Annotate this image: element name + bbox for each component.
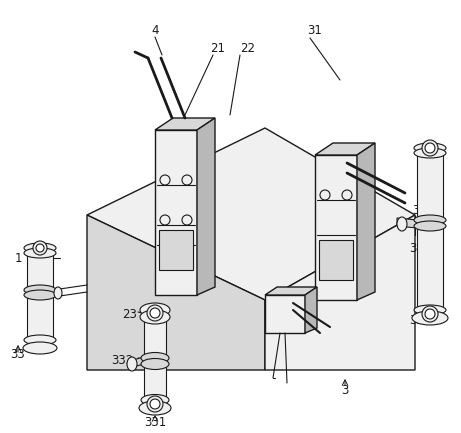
- Ellipse shape: [139, 401, 171, 415]
- Text: 3: 3: [341, 384, 349, 397]
- Circle shape: [150, 399, 160, 409]
- Circle shape: [182, 215, 192, 225]
- Text: 2: 2: [356, 188, 364, 201]
- Circle shape: [342, 190, 352, 200]
- Ellipse shape: [54, 287, 62, 299]
- Ellipse shape: [24, 285, 56, 295]
- Polygon shape: [305, 287, 317, 333]
- Circle shape: [147, 396, 163, 412]
- Polygon shape: [159, 230, 193, 270]
- Circle shape: [422, 306, 438, 322]
- Ellipse shape: [414, 143, 446, 153]
- Text: 31: 31: [307, 23, 322, 36]
- Polygon shape: [129, 357, 144, 368]
- Circle shape: [36, 244, 44, 252]
- Ellipse shape: [140, 303, 170, 317]
- Circle shape: [147, 305, 163, 321]
- Circle shape: [182, 175, 192, 185]
- Text: 1: 1: [14, 252, 22, 265]
- Polygon shape: [417, 153, 443, 220]
- Circle shape: [160, 175, 170, 185]
- Polygon shape: [87, 128, 415, 300]
- Circle shape: [425, 309, 435, 319]
- Circle shape: [320, 190, 330, 200]
- Circle shape: [425, 143, 435, 153]
- Polygon shape: [144, 364, 166, 400]
- Ellipse shape: [141, 352, 169, 363]
- Ellipse shape: [412, 311, 448, 325]
- Polygon shape: [315, 143, 375, 155]
- Ellipse shape: [127, 357, 137, 371]
- Ellipse shape: [24, 248, 56, 258]
- Circle shape: [160, 215, 170, 225]
- Ellipse shape: [397, 217, 407, 231]
- Polygon shape: [27, 253, 53, 290]
- Polygon shape: [144, 317, 166, 360]
- Polygon shape: [87, 215, 265, 370]
- Ellipse shape: [24, 243, 56, 253]
- Ellipse shape: [414, 221, 446, 231]
- Polygon shape: [155, 130, 197, 295]
- Text: 321: 321: [409, 313, 431, 326]
- Polygon shape: [197, 118, 215, 295]
- Circle shape: [33, 241, 47, 255]
- Ellipse shape: [24, 290, 56, 300]
- Text: 33: 33: [11, 349, 25, 362]
- Polygon shape: [357, 143, 375, 300]
- Text: 23: 23: [123, 308, 137, 321]
- Circle shape: [422, 140, 438, 156]
- Ellipse shape: [414, 305, 446, 315]
- Text: 4: 4: [151, 23, 159, 36]
- Polygon shape: [397, 218, 417, 228]
- Polygon shape: [155, 118, 215, 130]
- Ellipse shape: [140, 310, 170, 324]
- Polygon shape: [417, 226, 443, 310]
- Polygon shape: [265, 295, 305, 333]
- Polygon shape: [265, 287, 317, 295]
- Text: 32: 32: [413, 204, 427, 216]
- Polygon shape: [265, 215, 415, 370]
- Ellipse shape: [24, 335, 56, 345]
- Ellipse shape: [414, 148, 446, 158]
- Text: 331: 331: [144, 416, 166, 429]
- Text: 21: 21: [211, 42, 225, 55]
- Ellipse shape: [414, 215, 446, 225]
- Ellipse shape: [23, 342, 57, 354]
- Polygon shape: [27, 295, 53, 340]
- Polygon shape: [319, 240, 353, 280]
- Text: 322: 322: [409, 242, 431, 255]
- Ellipse shape: [141, 394, 169, 405]
- Ellipse shape: [141, 359, 169, 369]
- Circle shape: [150, 308, 160, 318]
- Polygon shape: [315, 155, 357, 300]
- Text: 332: 332: [111, 353, 133, 366]
- Text: 22: 22: [241, 42, 255, 55]
